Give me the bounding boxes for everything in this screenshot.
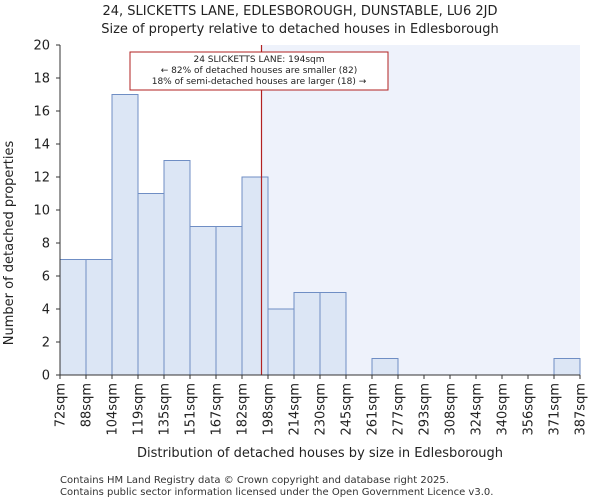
- y-tick-label: 6: [42, 270, 50, 285]
- x-tick-label: 261sqm: [366, 383, 381, 436]
- y-tick-label: 4: [42, 303, 50, 318]
- x-tick-label: 214sqm: [288, 383, 303, 436]
- x-tick-label: 104sqm: [106, 383, 121, 436]
- annotation-line3: 18% of semi-detached houses are larger (…: [152, 77, 367, 87]
- y-tick-label: 8: [42, 237, 50, 252]
- y-tick-label: 0: [42, 369, 50, 384]
- bar-214sqm: [293, 292, 321, 376]
- annotation-line2: ← 82% of detached houses are smaller (82…: [161, 66, 358, 76]
- x-tick-label: 182sqm: [236, 383, 251, 436]
- footer-line1: Contains HM Land Registry data © Crown c…: [60, 475, 449, 486]
- x-tick-label: 308sqm: [444, 383, 459, 436]
- bar-88sqm: [85, 259, 113, 376]
- chart-title-line1: 24, SLICKETTS LANE, EDLESBOROUGH, DUNSTA…: [103, 4, 498, 19]
- bar-151sqm: [189, 226, 217, 376]
- x-tick-label: 119sqm: [132, 383, 147, 436]
- x-tick-label: 88sqm: [80, 383, 95, 427]
- x-tick-label: 72sqm: [54, 383, 69, 427]
- x-tick-label: 277sqm: [392, 383, 407, 436]
- y-tick-label: 20: [33, 39, 50, 54]
- bar-198sqm: [267, 308, 295, 376]
- x-tick-label: 135sqm: [158, 383, 173, 436]
- y-axis-label: Number of detached properties: [2, 141, 17, 346]
- x-tick-label: 230sqm: [314, 383, 329, 436]
- y-tick-label: 2: [42, 336, 50, 351]
- bar-371sqm: [553, 358, 581, 376]
- x-tick-label: 387sqm: [574, 383, 589, 436]
- y-tick-label: 18: [33, 72, 50, 87]
- bar-230sqm: [319, 292, 347, 376]
- x-tick-label: 356sqm: [522, 383, 537, 436]
- x-tick-label: 245sqm: [340, 383, 355, 436]
- x-tick-label: 340sqm: [496, 383, 511, 436]
- y-tick-label: 16: [33, 105, 50, 120]
- x-tick-label: 324sqm: [470, 383, 485, 436]
- x-axis-label: Distribution of detached houses by size …: [137, 446, 503, 461]
- footer-line2: Contains public sector information licen…: [60, 487, 493, 498]
- annotation-line1: 24 SLICKETTS LANE: 194sqm: [193, 55, 324, 65]
- x-tick-label: 371sqm: [548, 383, 563, 436]
- x-tick-label: 151sqm: [184, 383, 199, 436]
- x-tick-label: 293sqm: [418, 383, 433, 436]
- bar-135sqm: [163, 160, 191, 376]
- x-ticks-group: 72sqm 88sqm 104sqm 119sqm 135sqm 151sqm 167sqm…: [54, 375, 589, 436]
- x-tick-label: 198sqm: [262, 383, 277, 436]
- bar-119sqm: [137, 193, 165, 376]
- bar-167sqm: [215, 226, 243, 376]
- y-tick-label: 14: [33, 138, 50, 153]
- bar-104sqm: [111, 94, 139, 376]
- annotation-box: 24 SLICKETTS LANE: 194sqm ← 82% of detac…: [129, 51, 389, 91]
- chart-title-line2: Size of property relative to detached ho…: [101, 22, 499, 37]
- bar-182sqm: [241, 176, 269, 376]
- y-tick-label: 10: [33, 204, 50, 219]
- bars-group: [59, 94, 581, 376]
- x-tick-label: 167sqm: [210, 383, 225, 436]
- y-tick-label: 12: [33, 171, 50, 186]
- y-ticks-group: 0 2 4 6 8 10 12 14 16 18 20: [33, 39, 60, 384]
- bar-72sqm: [59, 259, 87, 376]
- bar-261sqm: [371, 358, 399, 376]
